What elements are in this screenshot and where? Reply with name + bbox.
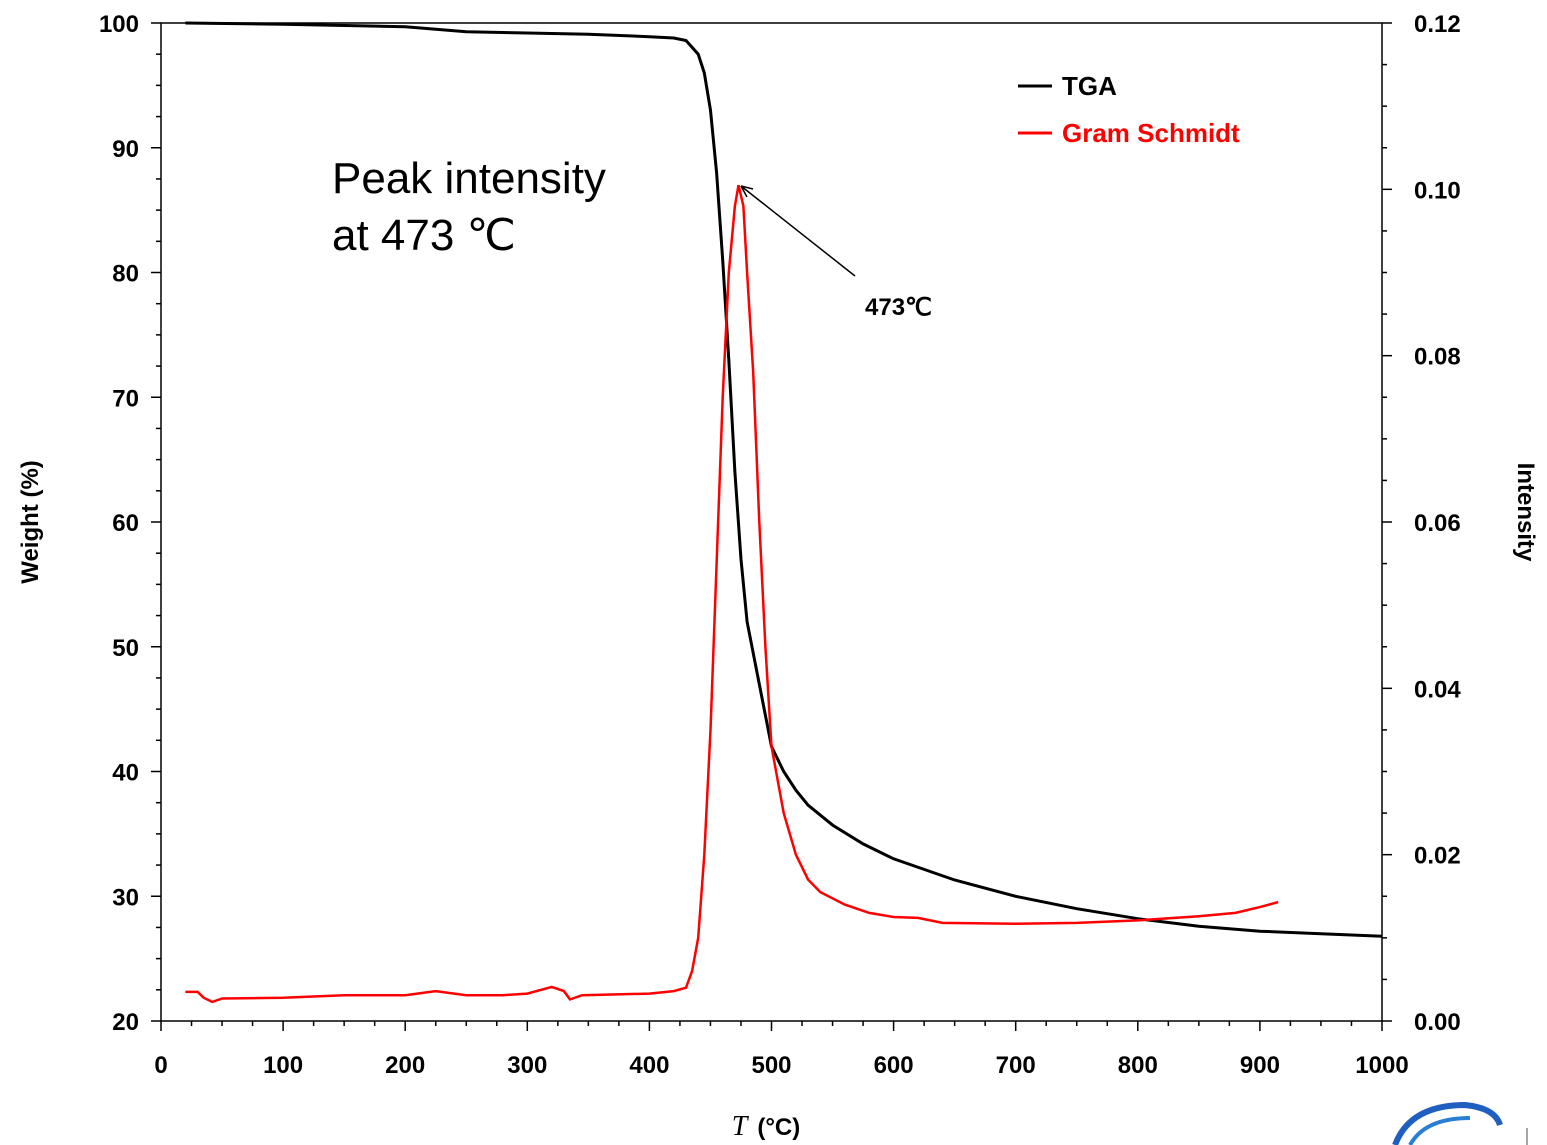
legend-label-tga: TGA xyxy=(1062,71,1117,101)
y-left-tick-label: 30 xyxy=(112,884,139,911)
x-tick-label: 700 xyxy=(996,1052,1036,1079)
x-tick-label: 600 xyxy=(874,1052,914,1079)
x-tick-label: 300 xyxy=(507,1052,547,1079)
legend: TGA Gram Schmidt xyxy=(1018,71,1240,148)
y-right-axis-title: Intensity xyxy=(1512,463,1539,562)
y-right-tick-label: 0.08 xyxy=(1414,344,1461,371)
tick-labels: 0 100 200 300 400 500 600 700 800 900 1000 20 30 40 50… xyxy=(99,11,1461,1079)
y-left-tick-label: 50 xyxy=(112,635,139,662)
x-axis-unit: (°C) xyxy=(757,1114,800,1141)
x-axis-title: T (°C) xyxy=(732,1111,801,1142)
annotation-peak-line2: at 473 ℃ xyxy=(332,211,516,260)
x-tick-label: 800 xyxy=(1118,1052,1158,1079)
axis-ticks xyxy=(151,22,1392,1031)
y-right-tick-label: 0.00 xyxy=(1414,1009,1461,1036)
x-tick-label: 0 xyxy=(154,1052,167,1079)
y-left-tick-label: 60 xyxy=(112,510,139,537)
y-left-tick-label: 100 xyxy=(99,11,139,38)
logo xyxy=(1392,1101,1528,1145)
annotation-arrow-head xyxy=(740,185,754,198)
y-right-tick-label: 0.12 xyxy=(1414,11,1461,38)
tga-series-line xyxy=(185,21,1383,938)
x-tick-label: 1000 xyxy=(1355,1052,1408,1079)
x-tick-label: 900 xyxy=(1240,1052,1280,1079)
y-left-tick-label: 80 xyxy=(112,261,139,288)
x-tick-label: 400 xyxy=(629,1052,669,1079)
y-left-axis-title: Weight (%) xyxy=(17,460,44,584)
y-left-tick-label: 90 xyxy=(112,136,139,163)
x-tick-label: 100 xyxy=(263,1052,303,1079)
y-left-tick-label: 40 xyxy=(112,760,139,787)
y-right-tick-label: 0.06 xyxy=(1414,510,1461,537)
y-left-tick-label: 20 xyxy=(112,1009,139,1036)
legend-label-gram-schmidt: Gram Schmidt xyxy=(1062,118,1240,148)
annotation-peak-temperature: 473℃ xyxy=(865,294,932,321)
gram-schmidt-series-line xyxy=(185,184,1279,1004)
y-right-tick-label: 0.10 xyxy=(1414,177,1461,204)
annotation-arrow-line xyxy=(740,185,856,277)
annotation-peak-line1: Peak intensity xyxy=(332,154,606,203)
x-tick-label: 200 xyxy=(385,1052,425,1079)
x-axis-symbol: T xyxy=(732,1111,750,1142)
y-left-tick-label: 70 xyxy=(112,385,139,412)
y-right-tick-label: 0.04 xyxy=(1414,676,1461,703)
y-right-tick-label: 0.02 xyxy=(1414,843,1461,870)
x-tick-label: 500 xyxy=(751,1052,791,1079)
